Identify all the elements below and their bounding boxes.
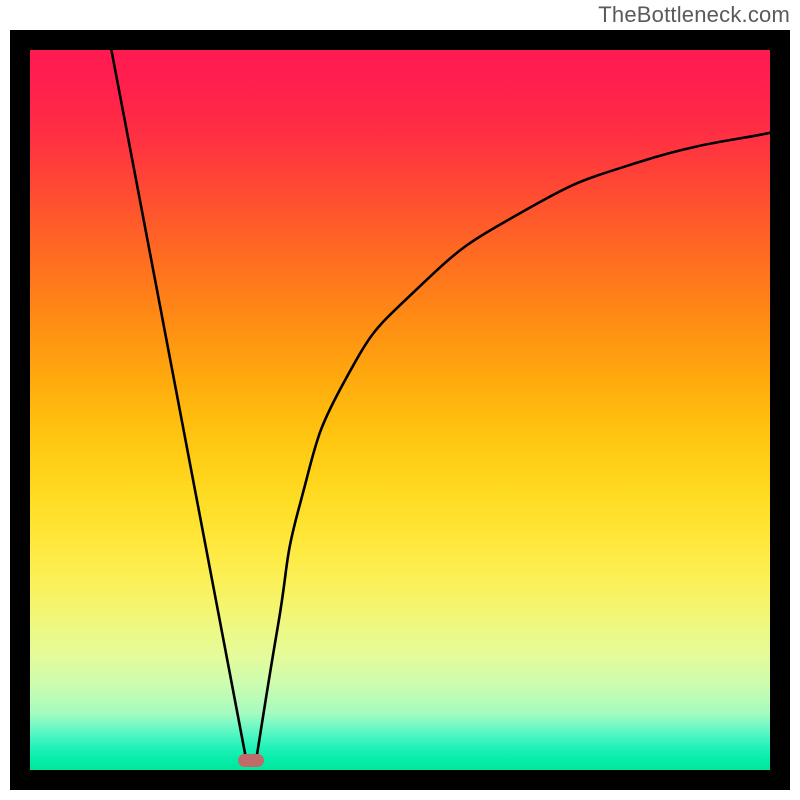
optimum-marker: [238, 754, 264, 767]
bottleneck-curve: [111, 50, 770, 763]
plot-area: [30, 50, 770, 770]
curve-svg: [30, 50, 770, 770]
watermark-text: TheBottleneck.com: [598, 2, 790, 28]
chart-container: TheBottleneck.com: [0, 0, 800, 800]
